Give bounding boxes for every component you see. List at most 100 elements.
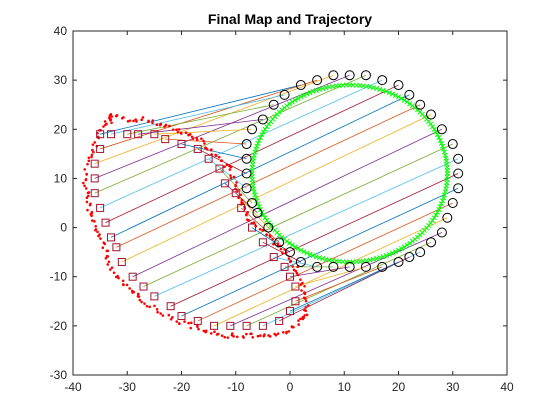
estimated-landmark [106,233,115,242]
trajectory-point-true [301,249,307,255]
trajectory-point-estimated [93,141,97,144]
trajectory-point-true [395,94,402,100]
estimated-landmark [269,253,278,262]
trajectory-point-true [436,134,442,141]
trajectory-point-true [254,143,260,149]
trajectory-point-estimated [272,242,275,246]
association-line [127,104,274,135]
trajectory-point-estimated [202,329,206,333]
trajectory-point-estimated [191,137,195,140]
association-line [278,256,410,322]
true-landmark [279,89,290,100]
true-landmark [415,247,426,258]
trajectory-point-estimated [116,274,119,278]
trajectory-point-estimated [136,294,140,298]
y-tick-label: -10 [50,270,68,284]
trajectory-point-estimated [163,125,166,128]
trajectory-point-estimated [177,128,181,131]
x-tick-label: -20 [173,380,191,394]
trajectory-point-estimated [110,266,114,269]
trajectory-point-estimated [169,317,173,321]
trajectory-point-estimated [306,304,310,307]
association-line [197,202,453,322]
trajectory-point-estimated [190,321,193,325]
trajectory-point-estimated [87,156,91,160]
trajectory-point-true [439,143,446,149]
trajectory-point-estimated [175,128,178,132]
x-tick-label: -10 [227,380,245,394]
estimated-landmark [161,135,170,144]
trajectory-point-estimated [225,163,229,167]
trajectory-point-true [386,90,392,96]
trajectory-point-estimated [156,310,159,314]
association-line [110,94,410,238]
association-line [121,114,432,263]
true-landmark [393,256,404,267]
trajectory-point-true [264,124,270,130]
trajectory-point-true [439,198,446,204]
trajectory-point-estimated [214,153,217,157]
association-line [181,143,247,160]
true-landmark [312,261,323,272]
trajectory-point-true [298,94,304,100]
trajectory-point-estimated [187,321,190,325]
true-landmark [447,198,458,208]
trajectory-point-true [307,90,313,96]
trajectory-point-true [287,240,293,246]
association-line [251,227,291,253]
association-line [110,94,285,135]
trajectory-point-true [264,217,270,223]
trajectory-point-estimated [112,271,116,275]
estimated-landmark [150,130,159,139]
estimated-landmark [128,272,137,281]
true-landmark [453,168,464,179]
trajectory-point-estimated [93,220,96,223]
trajectory-point-estimated [269,235,272,239]
trajectory-point-estimated [176,130,180,134]
association-line [289,261,399,312]
trajectory-point-true [289,242,295,248]
true-landmark [252,207,263,218]
trajectory-point-estimated [246,210,249,214]
trajectory-point-true [383,252,389,259]
x-tick-label: 20 [392,380,406,394]
true-landmark [442,212,453,223]
trajectory-point-estimated [151,121,154,125]
trajectory-point-estimated [197,327,200,331]
trajectory-point-estimated [299,283,303,286]
y-tick-label: -20 [50,319,68,333]
trajectory-point-estimated [249,332,252,336]
trajectory-point-estimated [183,320,186,323]
trajectory-point-estimated [203,142,206,145]
true-landmark [268,99,279,110]
estimated-landmark [150,292,159,301]
trajectory-point-estimated [226,336,230,339]
trajectory-point-estimated [296,273,300,277]
trajectory-point-estimated [141,116,145,119]
trajectory-point-true [260,129,267,135]
trajectory-point-estimated [263,333,266,336]
trajectory-point-estimated [135,120,138,123]
true-landmark [393,80,404,91]
trajectory-point-estimated [256,334,260,338]
trajectory-point-estimated [202,139,205,143]
trajectory-point-estimated [271,237,274,241]
trajectory-point-estimated [204,330,208,334]
trajectory-point-estimated [167,313,171,317]
association-line [240,207,280,243]
trajectory-point-true [434,209,440,215]
trajectory-point-true [310,252,316,259]
association-line [154,128,253,135]
trajectory-point-estimated [105,249,109,253]
association-line [138,119,263,135]
trajectory-point-estimated [138,298,142,302]
estimated-landmark [101,218,110,227]
estimated-landmark [280,262,289,271]
trajectory-point-estimated [245,332,248,336]
true-landmark [360,70,371,81]
trajectory-point-true [386,251,392,257]
trajectory-point-estimated [189,326,193,330]
trajectory-point-estimated [287,330,291,333]
trajectory-point-estimated [110,115,114,118]
